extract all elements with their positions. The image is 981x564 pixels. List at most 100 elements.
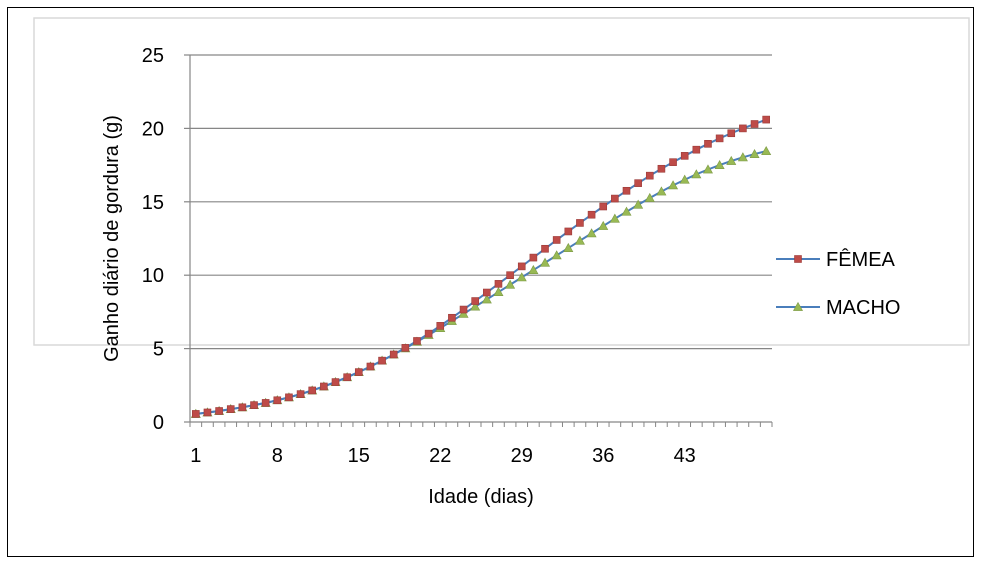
data-point-square — [296, 390, 305, 398]
data-point-triangle — [702, 164, 713, 174]
data-point-square — [576, 219, 584, 227]
x-tick-label: 15 — [348, 445, 370, 467]
data-point-square — [192, 410, 200, 418]
data-point-square — [459, 305, 468, 314]
data-point-square — [471, 297, 479, 305]
data-point-square — [669, 158, 677, 166]
data-point-triangle — [540, 257, 551, 267]
data-point-square — [762, 115, 770, 124]
data-point-square — [389, 350, 398, 359]
data-point-square — [308, 386, 317, 395]
data-point-triangle — [493, 286, 504, 296]
y-tick-label: 5 — [153, 339, 164, 361]
x-tick-label: 22 — [429, 445, 451, 467]
data-point-triangle — [551, 250, 562, 260]
data-point-triangle — [621, 206, 632, 216]
data-point-triangle — [656, 186, 667, 196]
chart-frame — [7, 7, 974, 557]
data-point-square — [634, 179, 642, 187]
data-point-triangle — [586, 228, 597, 238]
data-point-square — [739, 124, 747, 133]
data-point-square — [715, 134, 724, 143]
x-axis-title: Idade (dias) — [428, 486, 534, 508]
data-point-square — [599, 202, 608, 211]
data-point-square — [611, 194, 619, 203]
data-point-triangle — [458, 308, 469, 318]
data-point-square — [704, 140, 712, 148]
data-point-triangle — [761, 146, 772, 156]
data-point-square — [727, 129, 736, 138]
data-point-triangle — [470, 301, 481, 311]
data-point-square — [343, 373, 351, 382]
data-point-square — [494, 280, 503, 288]
data-point-triangle — [737, 152, 748, 162]
data-point-square — [622, 186, 631, 195]
data-point-triangle — [609, 213, 620, 223]
data-point-square — [483, 288, 491, 297]
x-tick-label: 1 — [190, 445, 201, 467]
data-point-square — [226, 405, 235, 413]
data-point-square — [750, 120, 759, 128]
data-point-square — [238, 403, 247, 412]
data-point-triangle — [516, 272, 527, 282]
data-point-triangle — [714, 159, 725, 169]
data-point-triangle — [505, 279, 516, 289]
legend-label: MACHO — [826, 297, 900, 319]
x-tick-label: 36 — [592, 445, 614, 467]
y-axis-title: Ganho diário de gordura (g) — [101, 115, 123, 362]
legend-label: FÊMEA — [826, 248, 896, 271]
data-point-square — [692, 145, 701, 154]
data-point-square — [424, 329, 433, 338]
data-point-square — [413, 337, 421, 345]
x-tick-label: 8 — [272, 445, 283, 467]
data-point-square — [261, 399, 270, 407]
y-tick-label: 10 — [142, 265, 164, 287]
data-point-triangle — [668, 180, 679, 190]
y-tick-label: 15 — [142, 192, 164, 214]
data-point-square — [645, 171, 654, 180]
data-point-triangle — [679, 174, 690, 184]
data-point-triangle — [644, 192, 655, 202]
data-point-triangle — [691, 169, 702, 179]
data-point-square — [436, 322, 445, 330]
data-point-square — [541, 244, 549, 253]
data-point-square — [273, 396, 282, 405]
data-point-triangle — [633, 199, 644, 209]
data-point-square — [680, 152, 689, 160]
series-line-triangle — [195, 150, 767, 415]
data-point-square — [529, 253, 538, 262]
data-point-square — [564, 227, 573, 236]
data-point-square — [354, 368, 363, 376]
data-point-triangle — [563, 242, 574, 252]
data-point-triangle — [574, 235, 585, 245]
data-point-triangle — [598, 220, 609, 230]
data-point-square — [552, 236, 561, 244]
data-point-triangle — [528, 264, 539, 274]
chart-area-border — [33, 17, 970, 346]
y-tick-label: 25 — [142, 45, 164, 67]
data-point-square — [517, 262, 526, 271]
data-point-square — [506, 271, 514, 280]
legend-marker-square — [794, 255, 802, 263]
data-point-square — [285, 393, 293, 402]
data-point-square — [331, 378, 340, 386]
data-point-square — [366, 362, 375, 371]
data-point-triangle — [749, 148, 760, 158]
data-point-triangle — [726, 155, 737, 165]
data-point-square — [320, 382, 328, 391]
data-point-triangle — [481, 294, 492, 304]
y-tick-label: 20 — [142, 118, 164, 140]
data-point-square — [657, 164, 666, 173]
data-point-square — [215, 407, 223, 415]
x-tick-label: 43 — [674, 445, 696, 467]
data-point-square — [203, 408, 212, 417]
data-point-square — [587, 210, 596, 219]
y-tick-label: 0 — [153, 412, 164, 434]
data-point-square — [250, 401, 258, 409]
legend-marker-triangle — [792, 301, 804, 311]
data-point-square — [378, 356, 386, 365]
x-tick-label: 29 — [511, 445, 533, 467]
data-point-square — [448, 313, 456, 322]
series-line-square — [195, 118, 767, 415]
